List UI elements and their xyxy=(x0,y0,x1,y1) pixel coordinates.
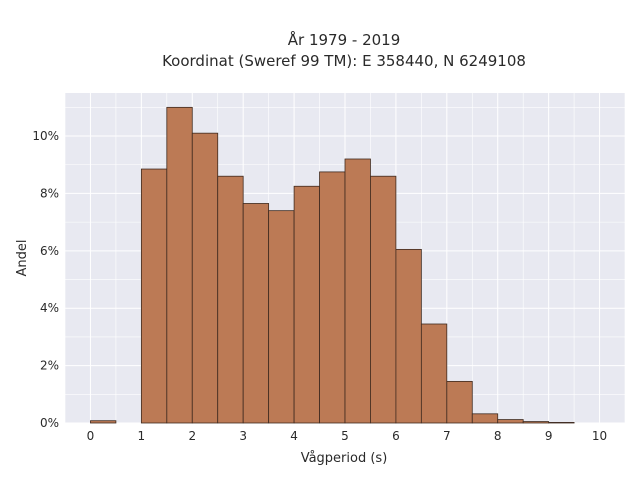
x-axis-label: Vågperiod (s) xyxy=(301,451,388,466)
x-tick-label: 2 xyxy=(188,429,196,443)
x-tick-label: 6 xyxy=(392,429,400,443)
histogram-bar xyxy=(268,210,295,424)
y-axis-label: Andel xyxy=(15,240,30,277)
histogram-bar xyxy=(242,203,270,424)
y-tick-label: 8% xyxy=(40,186,59,200)
histogram-bar xyxy=(522,421,550,424)
y-tick-label: 10% xyxy=(32,129,59,143)
y-tick-label: 6% xyxy=(40,244,59,258)
histogram-bar xyxy=(166,106,193,424)
histogram-bar xyxy=(217,175,244,424)
y-tick-label: 2% xyxy=(40,359,59,373)
histogram-bar xyxy=(420,323,448,424)
chart-subtitle: Koordinat (Sweref 99 TM): E 358440, N 62… xyxy=(162,52,526,70)
x-tick-label: 5 xyxy=(341,429,349,443)
histogram-bar xyxy=(446,380,473,424)
y-axis-ticks: 0% 2% 4% 6% 8% 10% xyxy=(32,129,59,430)
histogram-bar xyxy=(90,420,117,424)
histogram-bar xyxy=(140,168,168,424)
x-tick-label: 7 xyxy=(443,429,451,443)
histogram-bar xyxy=(370,175,397,424)
histogram-bar xyxy=(293,185,320,424)
x-tick-label: 8 xyxy=(494,429,502,443)
histogram-bar xyxy=(497,419,524,424)
chart-title: År 1979 - 2019 xyxy=(288,30,401,49)
histogram-bar xyxy=(395,248,422,424)
histogram-bar xyxy=(191,132,219,424)
bars xyxy=(90,106,575,424)
y-tick-label: 0% xyxy=(40,416,59,430)
x-tick-label: 10 xyxy=(592,429,607,443)
x-tick-label: 1 xyxy=(138,429,146,443)
histogram-bar xyxy=(344,158,371,424)
x-tick-label: 4 xyxy=(290,429,298,443)
x-tick-label: 9 xyxy=(545,429,553,443)
x-axis-ticks: 0 1 2 3 4 5 6 7 8 9 10 xyxy=(87,429,608,443)
histogram-bar xyxy=(548,422,575,424)
x-tick-label: 0 xyxy=(87,429,95,443)
histogram-bar xyxy=(319,171,346,424)
histogram-bar xyxy=(471,413,499,424)
y-tick-label: 4% xyxy=(40,301,59,315)
x-tick-label: 3 xyxy=(239,429,247,443)
